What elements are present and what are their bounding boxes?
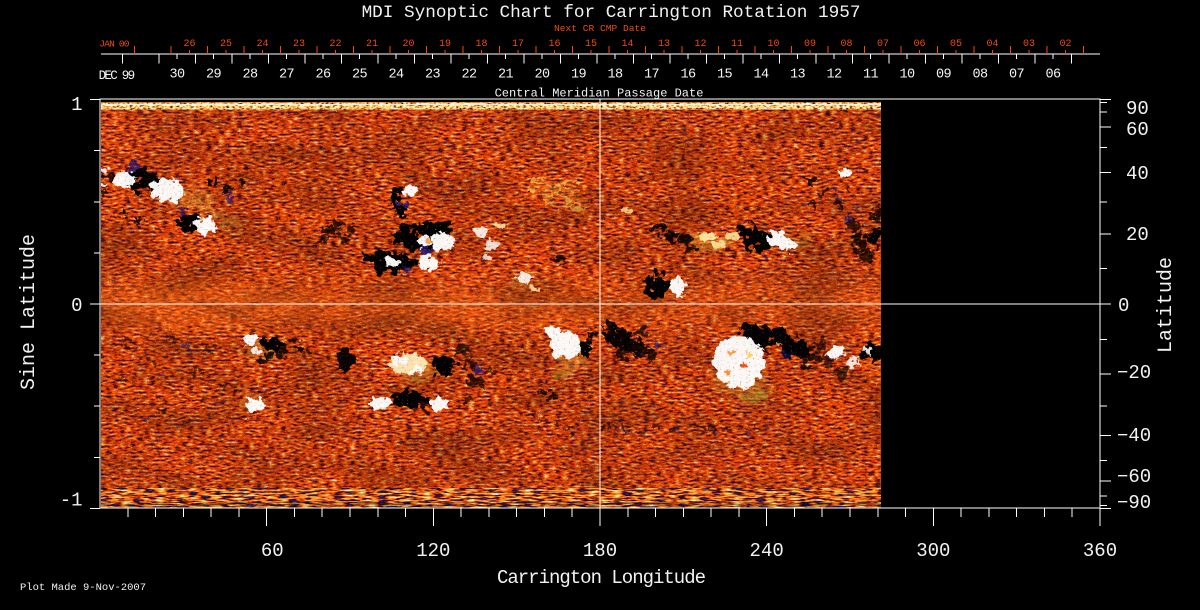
svg-text:240: 240 bbox=[750, 540, 784, 562]
svg-text:10: 10 bbox=[899, 68, 915, 83]
svg-text:29: 29 bbox=[206, 68, 222, 83]
svg-text:06: 06 bbox=[1045, 68, 1061, 83]
svg-text:11: 11 bbox=[863, 68, 879, 83]
svg-text:120: 120 bbox=[416, 540, 450, 562]
svg-text:20: 20 bbox=[402, 39, 414, 50]
svg-text:06: 06 bbox=[913, 39, 925, 50]
svg-text:19: 19 bbox=[439, 39, 451, 50]
svg-text:40: 40 bbox=[1126, 163, 1149, 185]
svg-text:23: 23 bbox=[293, 39, 305, 50]
svg-text:20: 20 bbox=[534, 68, 550, 83]
svg-text:24: 24 bbox=[256, 39, 268, 50]
svg-text:16: 16 bbox=[680, 68, 696, 83]
svg-text:0: 0 bbox=[71, 295, 82, 317]
svg-text:−60: −60 bbox=[1117, 466, 1151, 488]
svg-text:04: 04 bbox=[986, 39, 998, 50]
svg-text:11: 11 bbox=[731, 39, 743, 50]
svg-text:MDI Synoptic Chart for Carring: MDI Synoptic Chart for Carrington Rotati… bbox=[362, 3, 861, 23]
svg-text:90: 90 bbox=[1126, 98, 1149, 120]
svg-text:12: 12 bbox=[694, 39, 706, 50]
svg-text:0: 0 bbox=[1118, 295, 1129, 317]
svg-text:−20: −20 bbox=[1117, 362, 1151, 384]
svg-text:26: 26 bbox=[315, 68, 331, 83]
svg-text:23: 23 bbox=[425, 68, 441, 83]
svg-text:25: 25 bbox=[352, 68, 368, 83]
svg-text:09: 09 bbox=[804, 39, 816, 50]
svg-text:02: 02 bbox=[1059, 39, 1071, 50]
svg-text:08: 08 bbox=[840, 39, 852, 50]
svg-text:15: 15 bbox=[717, 68, 733, 83]
svg-text:180: 180 bbox=[583, 540, 617, 562]
svg-text:22: 22 bbox=[461, 68, 477, 83]
svg-text:16: 16 bbox=[548, 39, 560, 50]
svg-text:05: 05 bbox=[950, 39, 962, 50]
svg-text:Latitude: Latitude bbox=[1155, 257, 1178, 353]
svg-text:17: 17 bbox=[644, 68, 660, 83]
svg-text:360: 360 bbox=[1083, 540, 1117, 562]
svg-text:Sine Latitude: Sine Latitude bbox=[18, 234, 41, 390]
svg-text:09: 09 bbox=[936, 68, 952, 83]
svg-text:19: 19 bbox=[571, 68, 587, 83]
svg-text:60: 60 bbox=[261, 540, 284, 562]
svg-text:26: 26 bbox=[183, 39, 195, 50]
svg-text:Carrington Longitude: Carrington Longitude bbox=[497, 567, 706, 589]
svg-text:28: 28 bbox=[242, 68, 258, 83]
svg-text:Plot Made 9-Nov-2007: Plot Made 9-Nov-2007 bbox=[20, 582, 146, 594]
svg-text:18: 18 bbox=[607, 68, 623, 83]
svg-text:17: 17 bbox=[512, 39, 524, 50]
svg-text:−40: −40 bbox=[1117, 425, 1151, 447]
svg-text:DEC 99: DEC 99 bbox=[99, 69, 135, 83]
svg-text:12: 12 bbox=[826, 68, 842, 83]
svg-text:03: 03 bbox=[1023, 39, 1035, 50]
svg-text:60: 60 bbox=[1126, 119, 1149, 141]
svg-text:300: 300 bbox=[916, 540, 950, 562]
svg-text:21: 21 bbox=[498, 68, 514, 83]
svg-text:15: 15 bbox=[585, 39, 597, 50]
svg-text:27: 27 bbox=[279, 68, 295, 83]
svg-text:JAN 00: JAN 00 bbox=[99, 39, 130, 50]
svg-text:07: 07 bbox=[1009, 68, 1025, 83]
svg-text:Central Meridian Passage Date: Central Meridian Passage Date bbox=[495, 87, 704, 101]
svg-text:14: 14 bbox=[753, 68, 769, 83]
svg-text:22: 22 bbox=[329, 39, 341, 50]
svg-text:14: 14 bbox=[621, 39, 633, 50]
svg-text:21: 21 bbox=[366, 39, 378, 50]
svg-text:1: 1 bbox=[71, 94, 82, 116]
svg-text:30: 30 bbox=[169, 68, 185, 83]
svg-text:25: 25 bbox=[220, 39, 232, 50]
svg-text:10: 10 bbox=[767, 39, 779, 50]
svg-text:Next CR CMP Date: Next CR CMP Date bbox=[554, 23, 646, 34]
svg-text:08: 08 bbox=[972, 68, 988, 83]
svg-text:18: 18 bbox=[475, 39, 487, 50]
svg-text:20: 20 bbox=[1126, 224, 1149, 246]
svg-text:07: 07 bbox=[877, 39, 889, 50]
svg-text:−90: −90 bbox=[1117, 492, 1151, 514]
svg-text:13: 13 bbox=[790, 68, 806, 83]
svg-text:-1: -1 bbox=[60, 490, 83, 512]
svg-text:24: 24 bbox=[388, 68, 404, 83]
svg-text:13: 13 bbox=[658, 39, 670, 50]
